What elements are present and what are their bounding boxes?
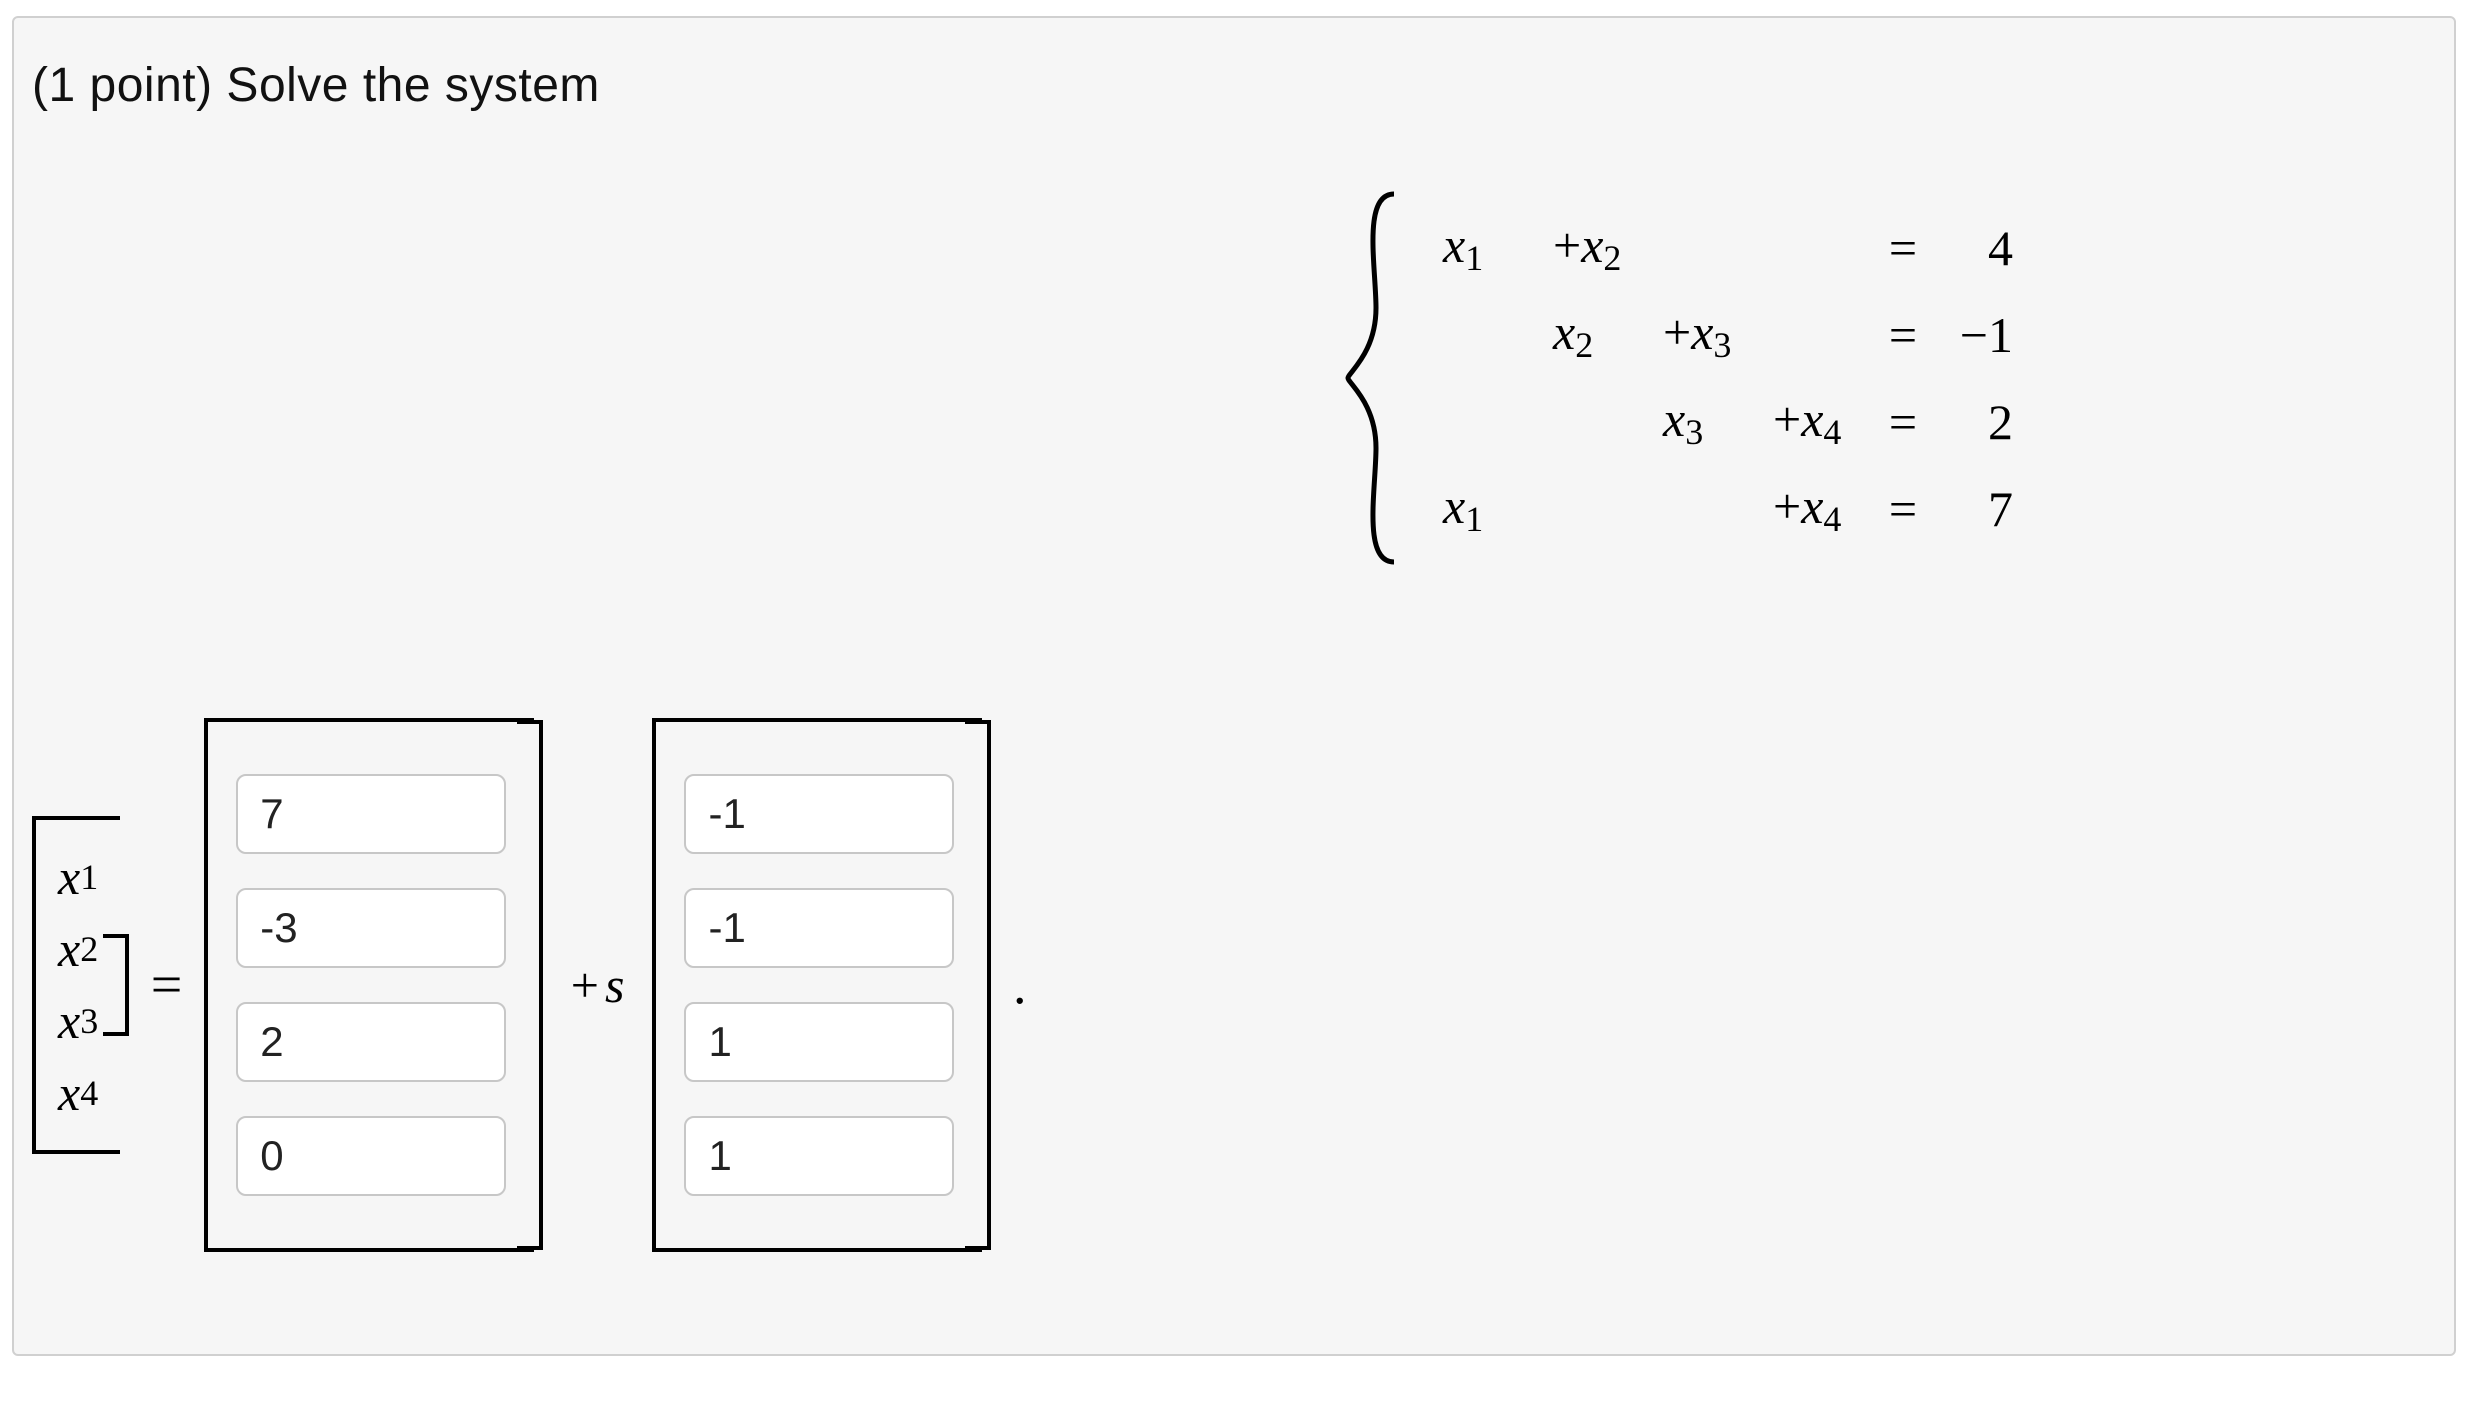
vector-entry: x1 — [58, 848, 98, 906]
answer-input[interactable]: -1 — [684, 888, 954, 968]
answer-input[interactable]: 1 — [684, 1002, 954, 1082]
question-prompt: (1 point) Solve the system — [32, 58, 2436, 113]
vector-entry: x4 — [58, 1064, 98, 1122]
answer-input[interactable]: 2 — [236, 1002, 506, 1082]
answer-input[interactable]: -1 — [684, 774, 954, 854]
equation-row: x3 +x4 = 2 — [1442, 389, 2014, 454]
homogeneous-vector: -1 -1 1 1 — [656, 740, 982, 1230]
vector-entry: x2 — [58, 920, 98, 978]
period: . — [1013, 954, 1027, 1016]
particular-vector: 7 -3 2 0 — [208, 740, 534, 1230]
free-parameter-label: +s — [571, 956, 625, 1014]
bracket-right-icon — [526, 720, 543, 1250]
equals-sign: = — [1882, 476, 1924, 541]
answer-expression: x1 x2 x3 x4 = 7 -3 2 0 +s — [32, 718, 1026, 1252]
equals-sign: = — [1882, 302, 1924, 367]
variable-vector: x1 x2 x3 x4 — [36, 838, 120, 1132]
vector-entry: x3 — [58, 992, 98, 1050]
equals-sign: = — [1882, 215, 1924, 280]
bracket-left-icon: 7 -3 2 0 — [204, 718, 534, 1252]
rhs-value: 7 — [1942, 476, 2014, 541]
bracket-left-icon: x1 x2 x3 x4 — [32, 816, 120, 1154]
equation-system: x1 +x2 = 4 x2 +x3 = −1 — [1344, 188, 2032, 568]
equation-row: x2 +x3 = −1 — [1442, 302, 2014, 367]
equation-row: x1 +x2 = 4 — [1442, 215, 2014, 280]
rhs-value: −1 — [1942, 302, 2014, 367]
equation-row: x1 +x4 = 7 — [1442, 476, 2014, 541]
bracket-right-icon — [974, 720, 991, 1250]
bracket-right-icon — [112, 934, 129, 1036]
rhs-value: 2 — [1942, 389, 2014, 454]
left-brace-icon — [1344, 188, 1404, 568]
equals-sign: = — [151, 953, 183, 1017]
answer-input[interactable]: 0 — [236, 1116, 506, 1196]
answer-input[interactable]: 1 — [684, 1116, 954, 1196]
equals-sign: = — [1882, 389, 1924, 454]
question-panel: (1 point) Solve the system x1 +x2 = 4 — [12, 16, 2456, 1356]
bracket-left-icon: -1 -1 1 1 — [652, 718, 982, 1252]
answer-input[interactable]: 7 — [236, 774, 506, 854]
answer-input[interactable]: -3 — [236, 888, 506, 968]
rhs-value: 4 — [1942, 215, 2014, 280]
